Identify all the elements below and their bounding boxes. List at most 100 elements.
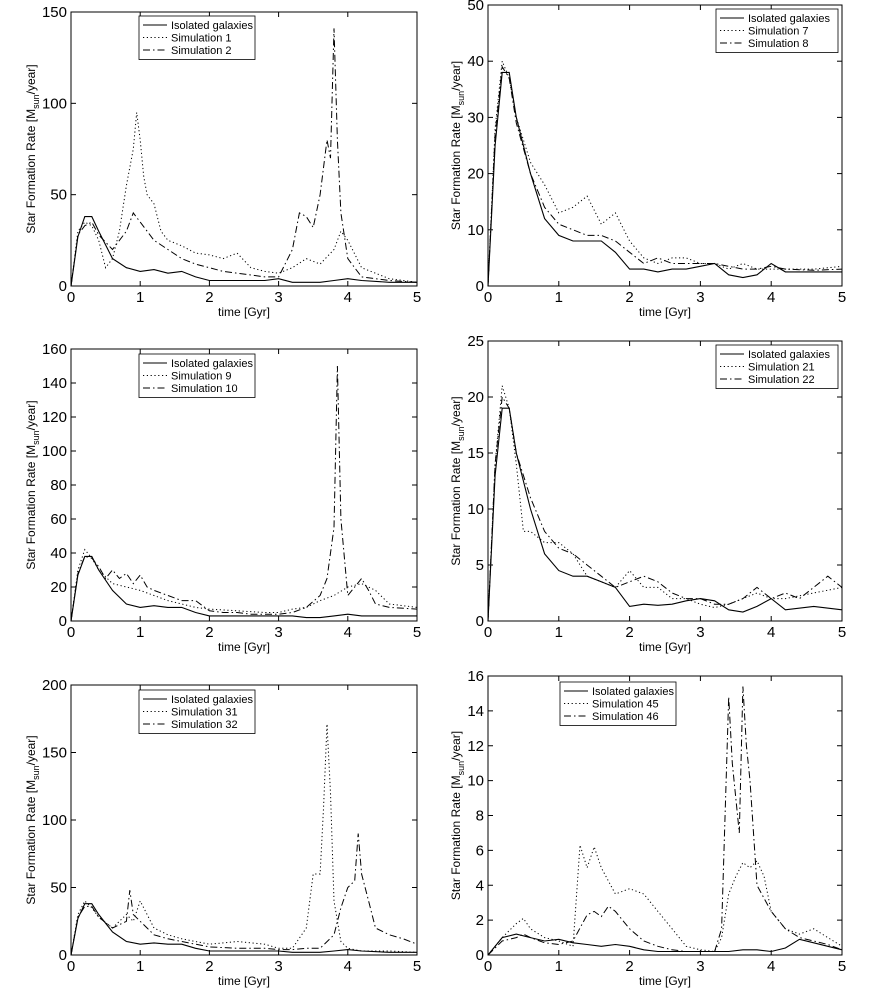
legend-label: Isolated galaxies bbox=[748, 349, 830, 361]
x-tick-label: 1 bbox=[136, 289, 144, 306]
x-tick-label: 1 bbox=[555, 289, 563, 306]
x-tick-label: 1 bbox=[555, 958, 563, 975]
x-tick-label: 2 bbox=[205, 624, 213, 641]
y-axis-label: Star Formation Rate [Msun/year] bbox=[449, 61, 466, 230]
y-tick-label: 30 bbox=[467, 109, 484, 126]
x-tick-label: 2 bbox=[205, 958, 213, 975]
legend-label: Simulation 10 bbox=[171, 383, 238, 395]
y-tick-label: 16 bbox=[467, 668, 484, 685]
x-tick-label: 3 bbox=[274, 624, 282, 641]
x-axis-label: time [Gyr] bbox=[639, 305, 691, 319]
y-tick-label: 100 bbox=[42, 95, 67, 112]
legend-label: Simulation 45 bbox=[592, 699, 659, 711]
legend-label: Simulation 8 bbox=[748, 38, 809, 50]
legend-label: Simulation 31 bbox=[171, 707, 238, 719]
x-tick-label: 2 bbox=[205, 289, 213, 306]
x-tick-label: 2 bbox=[625, 624, 633, 641]
x-tick-label: 5 bbox=[413, 958, 421, 975]
y-tick-label: 20 bbox=[467, 166, 484, 183]
y-tick-label: 100 bbox=[42, 443, 67, 460]
x-tick-label: 3 bbox=[274, 958, 282, 975]
x-tick-label: 2 bbox=[625, 958, 633, 975]
legend-label: Simulation 32 bbox=[171, 719, 238, 731]
series-line-simulation-32 bbox=[70, 833, 418, 956]
x-tick-label: 4 bbox=[344, 624, 352, 641]
series-line-isolated-galaxies bbox=[487, 933, 843, 956]
series-line-simulation-8 bbox=[487, 65, 843, 287]
y-axis-label: Star Formation Rate [Msun/year] bbox=[449, 731, 466, 900]
x-tick-label: 1 bbox=[136, 624, 144, 641]
series-line-simulation-21 bbox=[487, 385, 843, 622]
series-line-simulation-2 bbox=[70, 28, 418, 287]
y-tick-label: 10 bbox=[467, 501, 484, 518]
legend-label: Isolated galaxies bbox=[592, 686, 674, 698]
x-tick-label: 3 bbox=[696, 624, 704, 641]
y-tick-label: 50 bbox=[467, 0, 484, 14]
x-tick-label: 2 bbox=[625, 289, 633, 306]
series-line-isolated-galaxies bbox=[70, 216, 417, 287]
x-tick-label: 1 bbox=[136, 958, 144, 975]
panel-sim-21-22: 0 1 2 3 4 5 0 5 10 15 20 25 time [Gyr] Star Formation… bbox=[449, 333, 846, 654]
x-tick-label: 4 bbox=[767, 958, 775, 975]
series-line-simulation-46 bbox=[487, 686, 843, 956]
x-tick-label: 5 bbox=[838, 958, 846, 975]
x-tick-label: 0 bbox=[67, 624, 75, 641]
y-tick-label: 0 bbox=[59, 613, 67, 630]
legend-label: Simulation 21 bbox=[748, 362, 815, 374]
x-tick-label: 4 bbox=[767, 289, 775, 306]
series-line-isolated-galaxies bbox=[487, 71, 842, 287]
y-tick-label: 20 bbox=[50, 579, 67, 596]
y-tick-label: 25 bbox=[467, 333, 484, 350]
x-tick-label: 4 bbox=[344, 289, 352, 306]
legend-label: Simulation 22 bbox=[748, 374, 815, 386]
y-tick-label: 60 bbox=[50, 511, 67, 528]
x-tick-label: 0 bbox=[484, 289, 492, 306]
y-tick-label: 50 bbox=[50, 880, 67, 897]
y-tick-label: 5 bbox=[476, 557, 484, 574]
y-tick-label: 0 bbox=[476, 278, 484, 295]
x-tick-label: 3 bbox=[696, 958, 704, 975]
x-tick-label: 4 bbox=[767, 624, 775, 641]
y-tick-label: 12 bbox=[467, 738, 484, 755]
x-tick-label: 4 bbox=[344, 958, 352, 975]
y-tick-label: 200 bbox=[42, 677, 67, 694]
y-tick-label: 4 bbox=[476, 877, 484, 894]
x-tick-label: 5 bbox=[838, 624, 846, 641]
y-axis-label: Star Formation Rate [Msun/year] bbox=[24, 400, 41, 569]
legend-label: Simulation 2 bbox=[171, 45, 232, 57]
y-tick-label: 2 bbox=[476, 912, 484, 929]
legend-label: Simulation 1 bbox=[171, 33, 232, 45]
x-tick-label: 5 bbox=[838, 289, 846, 306]
x-axis-label: time [Gyr] bbox=[218, 974, 270, 988]
x-axis-label: time [Gyr] bbox=[218, 305, 270, 319]
y-tick-label: 10 bbox=[467, 773, 484, 790]
x-tick-label: 5 bbox=[413, 289, 421, 306]
x-tick-label: 3 bbox=[696, 289, 704, 306]
y-tick-label: 40 bbox=[50, 545, 67, 562]
legend-label: Simulation 9 bbox=[171, 371, 232, 383]
y-tick-label: 100 bbox=[42, 812, 67, 829]
legend-label: Simulation 7 bbox=[748, 26, 809, 38]
y-tick-label: 160 bbox=[42, 341, 67, 358]
legend-label: Isolated galaxies bbox=[748, 13, 830, 25]
y-tick-label: 50 bbox=[50, 187, 67, 204]
x-tick-label: 0 bbox=[67, 289, 75, 306]
y-tick-label: 10 bbox=[467, 222, 484, 239]
x-tick-label: 0 bbox=[67, 958, 75, 975]
y-axis-label: Star Formation Rate [Msun/year] bbox=[24, 735, 41, 904]
x-tick-label: 3 bbox=[274, 289, 282, 306]
y-tick-label: 0 bbox=[59, 947, 67, 964]
y-axis-label: Star Formation Rate [Msun/year] bbox=[24, 64, 41, 233]
series-line-simulation-7 bbox=[487, 61, 843, 287]
series-line-isolated-galaxies bbox=[70, 903, 417, 956]
y-tick-label: 15 bbox=[467, 445, 484, 462]
x-axis-label: time [Gyr] bbox=[639, 640, 691, 654]
x-axis-label: time [Gyr] bbox=[218, 640, 270, 654]
x-tick-label: 0 bbox=[484, 624, 492, 641]
y-tick-label: 0 bbox=[59, 278, 67, 295]
